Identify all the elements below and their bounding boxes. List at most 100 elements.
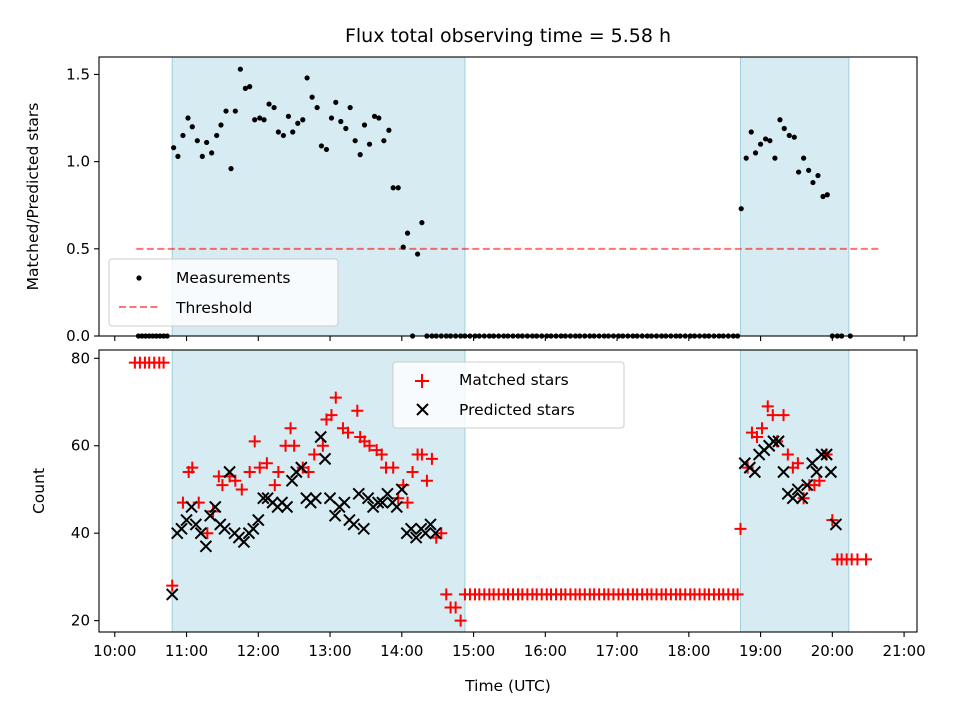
measurements-point-61 (419, 220, 425, 226)
predicted-stars-point-47 (390, 500, 403, 514)
predicted-stars-point-71 (810, 465, 823, 479)
measurements-point-138 (786, 132, 792, 139)
measurements-point-60 (414, 251, 421, 257)
bottom-y-axis-label: Count (30, 468, 48, 514)
measurements-point-42 (328, 115, 335, 121)
legend-label-matched-stars: Matched stars (459, 371, 569, 389)
measurements-point-27 (257, 115, 263, 121)
chart-title: Flux total observing time = 5.58 h (345, 25, 671, 47)
measurements-point-45 (343, 125, 349, 132)
measurements-point-137 (781, 125, 787, 132)
measurements-point-17 (209, 150, 215, 156)
predicted-stars-point-53 (419, 526, 432, 540)
top-shaded-interval-1 (739, 56, 850, 337)
matched-stars-point-58 (454, 614, 467, 627)
predicted-stars-point-18 (252, 513, 265, 527)
predicted-stars-point-67 (791, 483, 805, 496)
x-axis-label: Time (UTC) (464, 677, 551, 695)
top-y-tick-label-2: 1.0 (66, 153, 90, 171)
predicted-stars-point-44 (376, 496, 389, 509)
legend-label-predicted-stars: Predicted stars (459, 401, 575, 419)
predicted-stars-point-51 (409, 531, 423, 544)
predicted-stars-point-27 (295, 461, 308, 474)
x-tick-label-10: 20:00 (811, 642, 854, 660)
predicted-stars-point-48 (395, 483, 409, 496)
measurements-point-25 (247, 84, 253, 90)
x-tick-label-7: 17:00 (595, 642, 638, 660)
matched-stars-point-18 (235, 483, 248, 496)
predicted-stars-point-19 (257, 492, 270, 505)
measurements-point-46 (347, 104, 353, 111)
predicted-stars-point-68 (795, 492, 809, 505)
matched-stars-point-128 (791, 457, 804, 470)
measurements-point-142 (806, 167, 812, 173)
measurements-point-55 (390, 185, 396, 191)
top-y-tick-label-1: 0.5 (66, 240, 90, 258)
predicted-stars-point-12 (223, 465, 236, 479)
measurements-point-36 (300, 117, 306, 123)
measurements-point-140 (796, 169, 802, 175)
top-y-axis-label: Matched/Predicted stars (24, 103, 42, 291)
measurements-point-146 (824, 192, 830, 198)
matched-stars-point-7 (166, 579, 179, 592)
matched-stars-point-36 (341, 426, 354, 439)
measurements-point-53 (381, 138, 387, 144)
measurements-point-131 (752, 150, 759, 156)
bottom-y-tick-label-0: 20 (71, 612, 90, 630)
top-y-tick-label-0: 0.0 (66, 327, 90, 345)
matched-stars-point-44 (387, 461, 400, 474)
predicted-stars-point-0 (165, 588, 179, 601)
measurements-point-54 (386, 127, 392, 133)
legend-label-threshold: Threshold (175, 299, 252, 317)
legend-marker-predicted-stars (416, 403, 429, 416)
measurements-point-34 (290, 129, 296, 135)
measurements-point-129 (743, 155, 749, 161)
matched-stars-point-14 (212, 470, 225, 483)
bottom-axes: 10:00 11:00 12:00 13:00 14:00 15:00 16:00 17:00… (30, 349, 926, 695)
measurements-point-141 (801, 155, 807, 161)
predicted-stars-point-38 (347, 518, 360, 531)
top-legend-box (108, 258, 339, 327)
matched-stars-point-37 (351, 404, 364, 417)
predicted-stars-point-75 (829, 518, 843, 531)
measurements-point-22 (232, 108, 238, 114)
matched-stars-point-117 (734, 522, 747, 535)
top-axes-frame (98, 56, 918, 337)
predicted-stars-point-69 (801, 478, 814, 492)
matched-stars-point-55 (440, 588, 453, 601)
measurements-point-9 (171, 145, 177, 151)
top-y-tick-label-3: 1.5 (66, 65, 90, 83)
predicted-stars-point-55 (429, 526, 442, 540)
matched-stars-point-12 (201, 527, 214, 540)
measurements-point-19 (218, 122, 224, 128)
measurements-point-14 (194, 138, 200, 144)
matched-stars-point-33 (325, 409, 338, 422)
predicted-stars-point-73 (820, 448, 833, 461)
measurements-point-58 (404, 230, 411, 236)
predicted-stars-point-8 (204, 509, 217, 522)
matched-stars-point-132 (813, 474, 826, 487)
predicted-stars-point-3 (180, 513, 193, 527)
measurements-point-37 (304, 75, 310, 81)
measurements-point-33 (285, 113, 292, 119)
predicted-stars-point-25 (285, 474, 299, 487)
measurements-point-51 (371, 113, 378, 119)
x-tick-label-4: 14:00 (380, 642, 423, 660)
matched-stars-point-19 (243, 465, 256, 478)
measurements-point-12 (185, 115, 191, 121)
matched-stars-point-40 (363, 439, 376, 452)
predicted-stars-point-30 (309, 492, 322, 505)
matched-stars-point-24 (272, 465, 285, 478)
x-tick-label-3: 13:00 (308, 642, 351, 660)
matched-stars-point-26 (284, 422, 297, 435)
matched-stars-point-122 (761, 400, 774, 413)
matched-stars-point-116 (731, 588, 744, 601)
matched-stars-point-50 (415, 448, 428, 461)
predicted-stars-point-15 (237, 535, 251, 549)
matched-stars-point-27 (288, 439, 301, 452)
measurements-point-47 (352, 138, 358, 144)
x-tick-label-6: 16:00 (524, 642, 567, 660)
predicted-stars-point-24 (280, 500, 294, 514)
measurements-point-32 (280, 132, 287, 139)
predicted-stars-point-39 (352, 487, 365, 501)
